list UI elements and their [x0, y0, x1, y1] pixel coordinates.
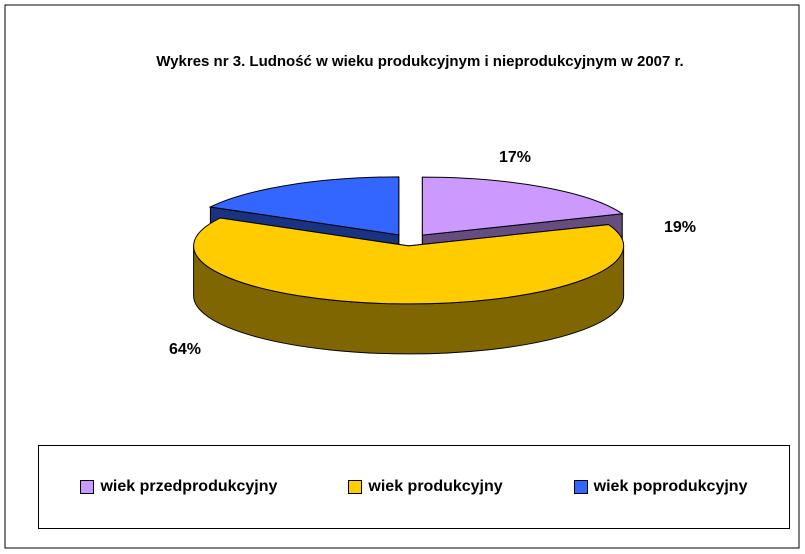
legend-swatch [80, 480, 95, 494]
legend-label: wiek przedprodukcyjny [100, 478, 278, 495]
legend: wiek przedprodukcyjny wiek produkcyjny wie… [38, 445, 790, 529]
legend-item: wiek przedprodukcyjny [80, 478, 277, 496]
chart-title: Wykres nr 3. Ludność w wieku produkcyjny… [156, 53, 684, 70]
legend-label: wiek produkcyjny [368, 478, 503, 495]
data-label: 64% [169, 341, 201, 358]
legend-swatch [573, 480, 588, 494]
legend-item: wiek produkcyjny [348, 478, 503, 496]
slice [208, 176, 400, 236]
slice [193, 217, 625, 305]
legend-item: wiek poprodukcyjny [573, 478, 748, 496]
data-label: 19% [664, 219, 696, 236]
data-label: 17% [499, 149, 531, 166]
legend-swatch [348, 480, 363, 494]
legend-label: wiek poprodukcyjny [593, 478, 748, 495]
chart-border [4, 4, 800, 549]
slice [421, 176, 624, 236]
